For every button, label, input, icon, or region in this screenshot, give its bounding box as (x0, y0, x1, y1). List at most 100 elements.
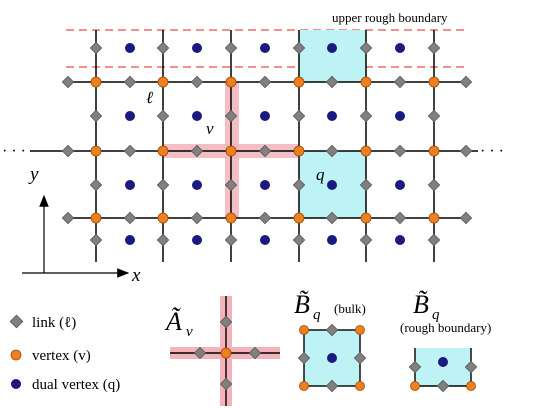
link-marker (359, 41, 373, 55)
star-operator-example: Ã v (164, 296, 280, 406)
dual-vertex-marker (260, 111, 270, 121)
bulk-note: (bulk) (334, 301, 366, 316)
star-example-link-bottom (219, 377, 233, 391)
legend-vertex-label: vertex (v) (32, 348, 91, 364)
link-marker (292, 109, 306, 123)
link-marker (427, 109, 441, 123)
link-marker (123, 75, 137, 89)
vertex-marker (293, 76, 305, 88)
dual-vertex-marker (395, 235, 405, 245)
boundary-plaquette-highlight (299, 30, 366, 82)
dual-vertex-marker (327, 180, 337, 190)
link-marker (427, 41, 441, 55)
vertex-marker (90, 76, 102, 88)
dual-vertex-marker (395, 43, 405, 53)
bulk-example-link-bottom (325, 379, 339, 393)
link-marker (61, 75, 75, 89)
link-marker (393, 144, 407, 158)
plaquette-label: q (316, 165, 325, 184)
link-marker (459, 75, 473, 89)
dual-vertex-marker (192, 235, 202, 245)
left-ellipsis: · · · (2, 143, 26, 160)
link-marker (393, 75, 407, 89)
legend: link (ℓ) vertex (v) dual vertex (q) (9, 314, 120, 393)
dual-vertex-marker (125, 235, 135, 245)
dual-vertex-marker (260, 180, 270, 190)
legend-dual-label: dual vertex (q) (32, 377, 120, 393)
link-marker (89, 233, 103, 247)
link-marker (190, 75, 204, 89)
link-marker (459, 211, 473, 225)
link-marker (427, 178, 441, 192)
link-marker (61, 211, 75, 225)
vertex-marker (157, 76, 169, 88)
vertex-marker (428, 212, 440, 224)
link-marker (325, 75, 339, 89)
bulk-example-corner-tl (299, 325, 309, 335)
dual-vertex-marker (125, 43, 135, 53)
star-example-link-left (193, 346, 207, 360)
bulk-example-corner-br (355, 381, 365, 391)
legend-link-label: link (ℓ) (32, 315, 76, 331)
link-marker (156, 233, 170, 247)
dual-vertex-marker (192, 180, 202, 190)
link-marker (89, 178, 103, 192)
rough-example-link-right (464, 360, 478, 374)
legend-link-icon (9, 314, 24, 329)
vertex-marker (293, 145, 305, 157)
dual-vertex-marker (327, 43, 337, 53)
link-marker (224, 41, 238, 55)
vertex-marker (360, 145, 372, 157)
bulk-plaquette-symbol: B̃ (294, 290, 310, 319)
link-marker (359, 178, 373, 192)
bulk-example-corner-tr (355, 325, 365, 335)
link-marker (258, 75, 272, 89)
dual-vertex-marker (260, 43, 270, 53)
vertex-marker (428, 145, 440, 157)
dual-vertex-marker (260, 235, 270, 245)
vertex-marker (157, 212, 169, 224)
link-marker (61, 144, 75, 158)
star-operator-subscript: v (186, 324, 193, 340)
link-marker (292, 41, 306, 55)
dual-vertex-marker (395, 180, 405, 190)
link-marker (325, 211, 339, 225)
star-example-link-right (248, 346, 262, 360)
rough-example-link-left (408, 360, 422, 374)
vertex-marker (157, 145, 169, 157)
link-marker (123, 144, 137, 158)
rough-example-corner-br (466, 381, 476, 391)
y-axis-label: y (28, 164, 39, 185)
rough-example-corner-bl (410, 381, 420, 391)
dual-vertex-marker (125, 180, 135, 190)
x-axis-label: x (131, 265, 141, 286)
link-marker (224, 109, 238, 123)
link-marker (258, 144, 272, 158)
link-marker (89, 109, 103, 123)
link-marker (156, 109, 170, 123)
dual-vertex-marker (327, 111, 337, 121)
link-marker (224, 178, 238, 192)
link-marker (190, 144, 204, 158)
bulk-example-link-top (325, 323, 339, 337)
bulk-plaquette-subscript: q (313, 307, 321, 323)
bulk-example-corner-bl (299, 381, 309, 391)
plaquette-operator-rough: B̃ q (rough boundary) (400, 290, 491, 393)
link-marker (359, 109, 373, 123)
bulk-example-link-right (353, 351, 367, 365)
link-marker (258, 211, 272, 225)
vertex-marker (428, 76, 440, 88)
rough-example-link-bottom (436, 379, 450, 393)
star-example-vertex (220, 347, 232, 359)
dual-vertex-marker (192, 111, 202, 121)
vertex-marker (360, 212, 372, 224)
vertex-marker (360, 76, 372, 88)
link-marker (190, 211, 204, 225)
link-label: ℓ (146, 88, 153, 107)
link-marker (427, 233, 441, 247)
right-ellipsis: · · · (480, 143, 504, 160)
dual-vertex-marker (395, 111, 405, 121)
link-marker (89, 41, 103, 55)
lattice-points (61, 41, 473, 247)
